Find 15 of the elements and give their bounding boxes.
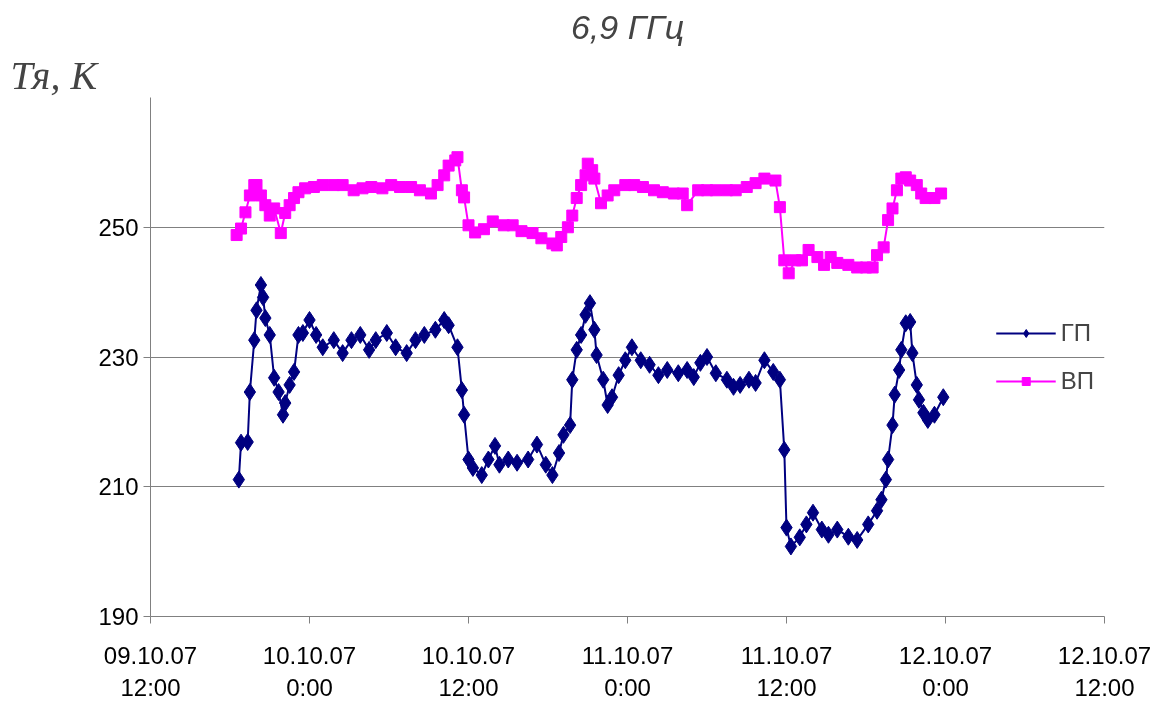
y-tick-label: 190 [98,603,139,630]
chart-title: 6,9 ГГц [570,7,685,46]
y-tick-label: 250 [98,213,139,241]
x-tick-label: 12.10.07 0:00 [898,641,993,701]
legend-label: ГП [1060,318,1091,347]
x-tick-label: 11.10.07 0:00 [581,641,674,701]
x-tick-label: 09.10.07 12:00 [103,641,198,701]
legend-label: ВП [1060,366,1094,395]
y-tick-label: 210 [98,473,139,501]
x-tick-label: 10.10.07 0:00 [262,641,357,701]
x-tick-label: 11.10.07 12:00 [740,641,833,701]
x-tick-label: 10.10.07 12:00 [421,641,516,701]
x-tick-label: 12.10.07 12:00 [1057,641,1152,701]
y-tick-label: 230 [98,343,139,371]
y-axis-title: Тя, К [10,52,100,98]
